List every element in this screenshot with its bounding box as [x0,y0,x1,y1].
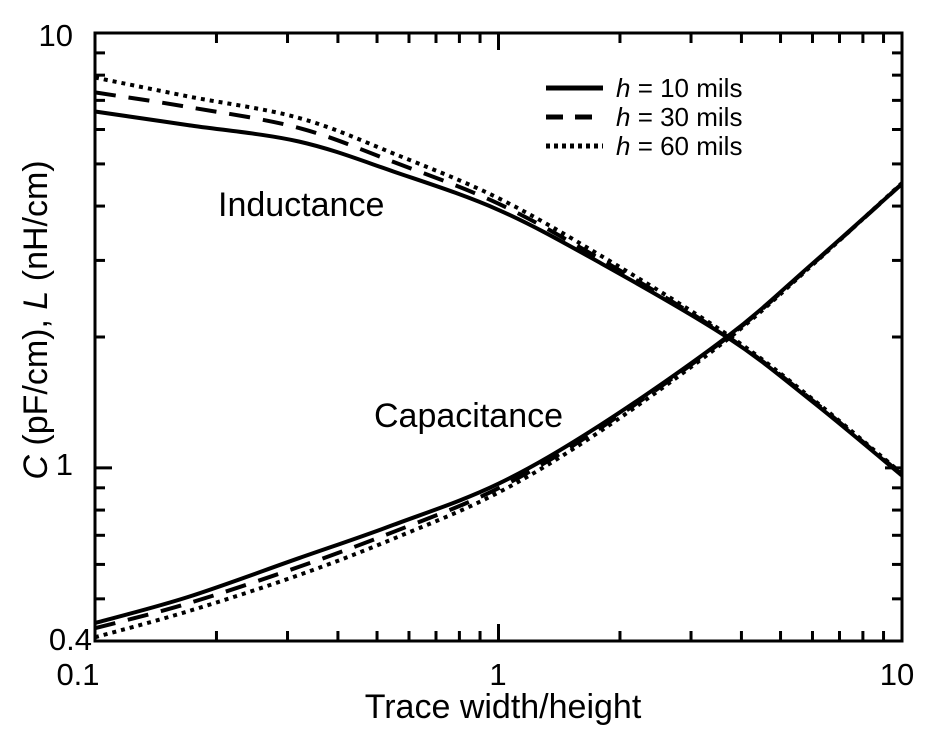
y-axis-title-c-symbol: C [17,455,55,480]
legend-dotted-line-icon [546,143,603,148]
y-axis-tick-label-bottom: 0.4 [48,622,92,657]
curve-capacitance-h60 [94,181,904,640]
legend-label: h = 10 mils [616,72,743,103]
x-axis-tick-label-left: 0.1 [56,657,100,692]
legend: h = 10 mils h = 30 mils h = 60 mils [546,73,742,160]
curve-inductance-h30 [94,90,904,477]
legend-solid-line-icon [546,85,603,90]
y-axis-title-l-units: (nH/cm) [17,160,55,291]
legend-label: h = 30 mils [616,101,743,132]
x-axis-title: Trace width/height [364,688,642,726]
x-axis-tick-label-right: 10 [879,657,915,692]
legend-item-h10: h = 10 mils [546,73,742,102]
legend-dashed-line-icon [546,114,603,119]
legend-item-h30: h = 30 mils [546,102,742,131]
capacitance-label: Capacitance [374,397,564,435]
y-axis-tick-label-top: 10 [38,18,73,53]
legend-item-h60: h = 60 mils [546,131,742,160]
inductance-label: Inductance [218,186,385,224]
curve-capacitance-h30 [94,182,904,631]
y-axis-title-l-symbol: L [17,290,55,310]
x-axis-tick-label-center: 1 [489,657,507,692]
legend-label: h = 60 mils [616,130,743,161]
y-axis-tick-label-middle: 1 [55,447,73,482]
plot-frame [93,31,904,643]
y-axis-title: C (pF/cm), L (nH/cm) [17,160,55,480]
y-axis-title-c-units: (pF/cm), [17,309,55,456]
